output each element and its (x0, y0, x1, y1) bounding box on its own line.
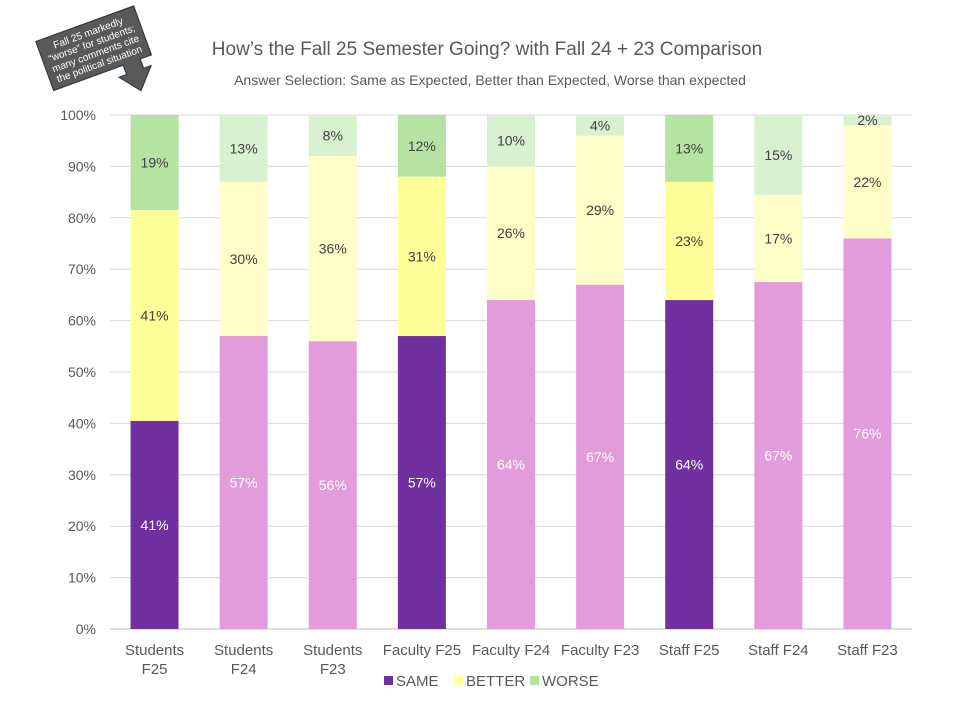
data-label-better: 36% (319, 241, 347, 257)
bar-segment-better (843, 125, 892, 239)
bar-segment-better (397, 176, 446, 337)
annotation-callout: Fall 25 markedly“worse” for students;man… (35, 5, 153, 92)
bar-segment-same (308, 341, 357, 629)
bar-segment-same (219, 336, 268, 629)
y-tick-label: 0% (76, 621, 96, 637)
bars (130, 115, 892, 630)
data-label-worse: 4% (590, 117, 610, 133)
bar-segment-worse (130, 115, 179, 211)
bar-segment-worse (219, 115, 268, 182)
chart-title: How’s the Fall 25 Semester Going? with F… (212, 39, 762, 60)
bar-segment-better (576, 135, 625, 285)
x-tick-label: Faculty F25 (383, 642, 461, 659)
x-tick-label: Students (125, 642, 184, 659)
legend-swatch-same (384, 676, 393, 685)
data-label-same: 67% (586, 449, 614, 465)
data-label-same: 67% (764, 448, 792, 464)
bar-segment-same (487, 300, 535, 629)
data-label-better: 17% (764, 230, 792, 246)
data-label-same: 57% (408, 475, 436, 491)
x-tick-label: Staff F25 (659, 642, 720, 659)
data-label-same: 56% (319, 477, 347, 493)
y-tick-label: 10% (68, 570, 96, 586)
data-label-same: 76% (853, 426, 881, 442)
bar-segment-better (130, 210, 179, 421)
bar-segment-same (130, 420, 179, 629)
bar-segment-worse (665, 115, 714, 182)
data-label-better: 23% (675, 233, 703, 249)
data-label-worse: 13% (230, 140, 258, 156)
bar-segment-better (308, 156, 357, 342)
data-label-worse: 19% (141, 155, 169, 171)
bar-segment-worse (308, 115, 357, 157)
data-label-same: 64% (675, 457, 703, 473)
bar-segment-better (665, 181, 714, 301)
y-tick-label: 80% (68, 210, 96, 226)
x-tick-label: Staff F23 (837, 642, 898, 659)
x-axis: Students F25 Students F24 Students F23 Faculty… (125, 642, 898, 678)
x-tick-label: F25 (142, 661, 168, 678)
data-label-better: 26% (497, 225, 525, 241)
legend-label-better: BETTER (466, 673, 525, 690)
x-tick-label: Faculty F24 (472, 642, 550, 659)
bar-segment-worse (487, 115, 535, 167)
data-label-better: 29% (586, 202, 614, 218)
legend-swatch-worse (530, 676, 539, 685)
y-axis: 0% 10% 20% 30% 40% 50% 60% 70% 80% 90% 100% (60, 107, 96, 637)
legend-swatch-better (454, 676, 463, 685)
legend: SAME BETTER WORSE (384, 673, 599, 690)
y-tick-label: 50% (68, 364, 96, 380)
y-tick-label: 40% (68, 415, 96, 431)
data-label-same: 41% (141, 517, 169, 533)
bar-segment-better (487, 166, 535, 301)
x-tick-label: Students (214, 642, 273, 659)
data-label-worse: 8% (323, 128, 343, 144)
x-tick-label: Students (303, 642, 362, 659)
x-tick-label: F23 (320, 661, 346, 678)
callout-shape-group: Fall 25 markedly“worse” for students;man… (35, 5, 153, 92)
y-tick-label: 20% (68, 518, 96, 534)
bar-segment-same (754, 282, 803, 629)
legend-label-same: SAME (396, 673, 439, 690)
y-tick-label: 100% (60, 107, 96, 123)
bar-segment-worse (843, 115, 892, 126)
y-tick-label: 70% (68, 261, 96, 277)
data-label-same: 64% (497, 457, 525, 473)
bar-segment-worse (754, 115, 803, 195)
bar-segment-better (754, 194, 803, 283)
data-label-better: 30% (230, 251, 258, 267)
x-tick-label: Faculty F23 (561, 642, 639, 659)
bar-segment-same (665, 300, 714, 629)
data-label-better: 41% (141, 307, 169, 323)
data-label-better: 22% (853, 174, 881, 190)
data-labels: 41% 41% 19% 57% 30% 13% 56% 36% 8% 57% 31% 12% 64% 26… (141, 112, 882, 533)
x-tick-label: Staff F24 (748, 642, 809, 659)
data-label-worse: 12% (408, 138, 436, 154)
y-tick-label: 90% (68, 158, 96, 174)
bar-segment-same (843, 238, 892, 630)
data-label-worse: 13% (675, 140, 703, 156)
data-label-same: 57% (230, 475, 258, 491)
bar-segment-same (576, 284, 625, 629)
data-label-worse: 15% (764, 147, 792, 163)
bar-segment-worse (397, 115, 446, 177)
chart-subtitle: Answer Selection: Same as Expected, Bett… (234, 72, 746, 88)
legend-label-worse: WORSE (542, 673, 599, 690)
bar-segment-worse (576, 115, 625, 136)
x-tick-label: F24 (231, 661, 257, 678)
y-tick-label: 30% (68, 467, 96, 483)
bar-segment-same (397, 336, 446, 629)
data-label-worse: 10% (497, 133, 525, 149)
bar-segment-better (219, 181, 268, 337)
data-label-better: 31% (408, 248, 436, 264)
callout-box-arrow (35, 5, 153, 92)
y-tick-label: 60% (68, 313, 96, 329)
data-label-worse: 2% (857, 112, 877, 128)
